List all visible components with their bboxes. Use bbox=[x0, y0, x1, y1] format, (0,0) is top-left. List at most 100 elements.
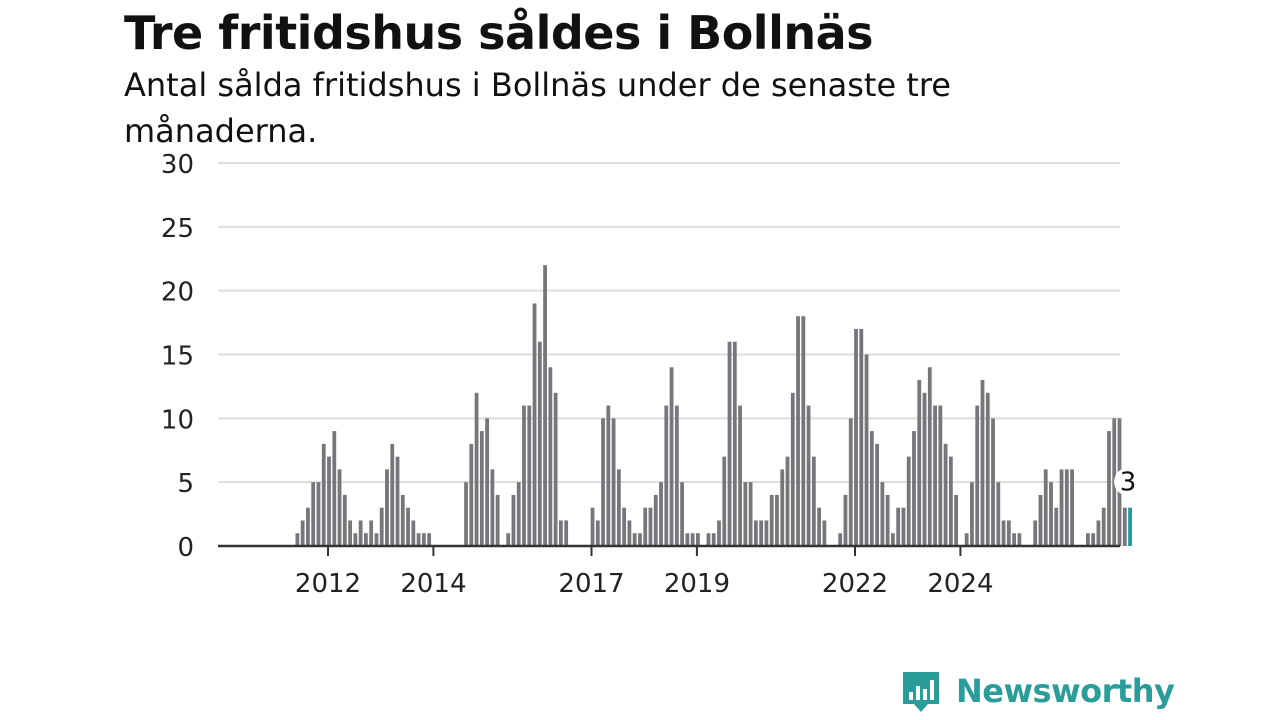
bar bbox=[427, 533, 432, 546]
bar bbox=[759, 520, 764, 546]
bar bbox=[880, 482, 885, 546]
bar bbox=[985, 392, 990, 546]
bar bbox=[374, 533, 379, 546]
bar bbox=[822, 520, 827, 546]
bar bbox=[300, 520, 305, 546]
bar bbox=[801, 316, 806, 546]
bar bbox=[543, 265, 547, 546]
bar bbox=[643, 507, 648, 546]
x-tick-label: 2024 bbox=[927, 569, 993, 599]
bar bbox=[1096, 520, 1101, 546]
bar bbox=[927, 367, 932, 546]
bar bbox=[975, 405, 980, 546]
gridlines bbox=[218, 162, 1120, 484]
bar bbox=[379, 507, 384, 546]
bar bbox=[875, 443, 879, 546]
bar bbox=[348, 520, 352, 546]
bar bbox=[385, 469, 389, 546]
bar bbox=[727, 341, 732, 546]
bars bbox=[295, 265, 1132, 546]
bar bbox=[912, 431, 916, 546]
bar bbox=[664, 405, 669, 546]
bar bbox=[806, 405, 811, 546]
bar bbox=[548, 367, 553, 546]
bar bbox=[638, 533, 642, 546]
bar bbox=[485, 418, 490, 546]
bar bbox=[780, 469, 785, 546]
bar bbox=[743, 482, 748, 546]
bar bbox=[864, 354, 869, 546]
bar bbox=[980, 380, 985, 546]
bar bbox=[674, 405, 679, 546]
bar bbox=[1101, 507, 1106, 546]
bar bbox=[306, 507, 310, 546]
bar bbox=[711, 533, 716, 546]
bar bbox=[395, 456, 400, 546]
bar bbox=[970, 482, 974, 546]
bar bbox=[796, 316, 800, 546]
bar bbox=[316, 482, 321, 546]
bar bbox=[606, 405, 611, 546]
bar bbox=[1085, 533, 1090, 546]
bar bbox=[364, 533, 368, 546]
bar bbox=[464, 482, 468, 546]
bar bbox=[764, 520, 769, 546]
bar bbox=[564, 520, 569, 546]
bar bbox=[1017, 533, 1022, 546]
bar bbox=[922, 392, 927, 546]
bar bbox=[706, 533, 711, 546]
x-tick-label: 2019 bbox=[664, 569, 730, 599]
bar bbox=[748, 482, 753, 546]
bar bbox=[506, 533, 511, 546]
bar bbox=[848, 418, 853, 546]
bar bbox=[616, 469, 621, 546]
bar bbox=[817, 507, 822, 546]
bar bbox=[859, 328, 864, 546]
bar bbox=[332, 431, 337, 546]
bar bbox=[854, 328, 858, 546]
bar bbox=[1064, 469, 1069, 546]
bar bbox=[775, 494, 779, 546]
bar bbox=[996, 482, 1001, 546]
bar bbox=[722, 456, 727, 546]
y-tick-label: 0 bbox=[177, 533, 194, 563]
bar bbox=[522, 405, 526, 546]
bar-chart-speech-bubble-icon bbox=[903, 672, 939, 712]
bar bbox=[479, 431, 484, 546]
bar bbox=[400, 494, 405, 546]
y-axis-tick-labels: 0 5 10 15 20 25 30 bbox=[161, 150, 194, 563]
bar bbox=[1091, 533, 1096, 546]
bar bbox=[595, 520, 600, 546]
bar bbox=[753, 520, 758, 546]
bar bbox=[901, 507, 906, 546]
bar bbox=[1107, 431, 1111, 546]
bar bbox=[490, 469, 495, 546]
annotation-label: 3 bbox=[1120, 468, 1137, 498]
bar bbox=[732, 341, 737, 546]
bar bbox=[943, 443, 948, 546]
bar bbox=[611, 418, 616, 546]
y-tick-label: 25 bbox=[161, 214, 194, 244]
y-tick-label: 15 bbox=[161, 342, 194, 372]
bar bbox=[685, 533, 690, 546]
bar bbox=[1043, 469, 1048, 546]
bar bbox=[627, 520, 632, 546]
bar bbox=[421, 533, 426, 546]
bar bbox=[653, 494, 658, 546]
bar bbox=[891, 533, 895, 546]
bar bbox=[1049, 482, 1053, 546]
bar bbox=[390, 443, 395, 546]
y-tick-label: 30 bbox=[161, 150, 194, 180]
bar bbox=[358, 520, 363, 546]
bar bbox=[474, 392, 479, 546]
bar bbox=[527, 405, 532, 546]
y-tick-label: 20 bbox=[161, 278, 194, 308]
bar bbox=[659, 482, 663, 546]
bar bbox=[558, 520, 563, 546]
bar bbox=[1054, 507, 1059, 546]
brand-name: Newsworthy bbox=[956, 672, 1175, 710]
bar bbox=[295, 533, 300, 546]
bar bbox=[769, 494, 774, 546]
bar bbox=[1001, 520, 1006, 546]
